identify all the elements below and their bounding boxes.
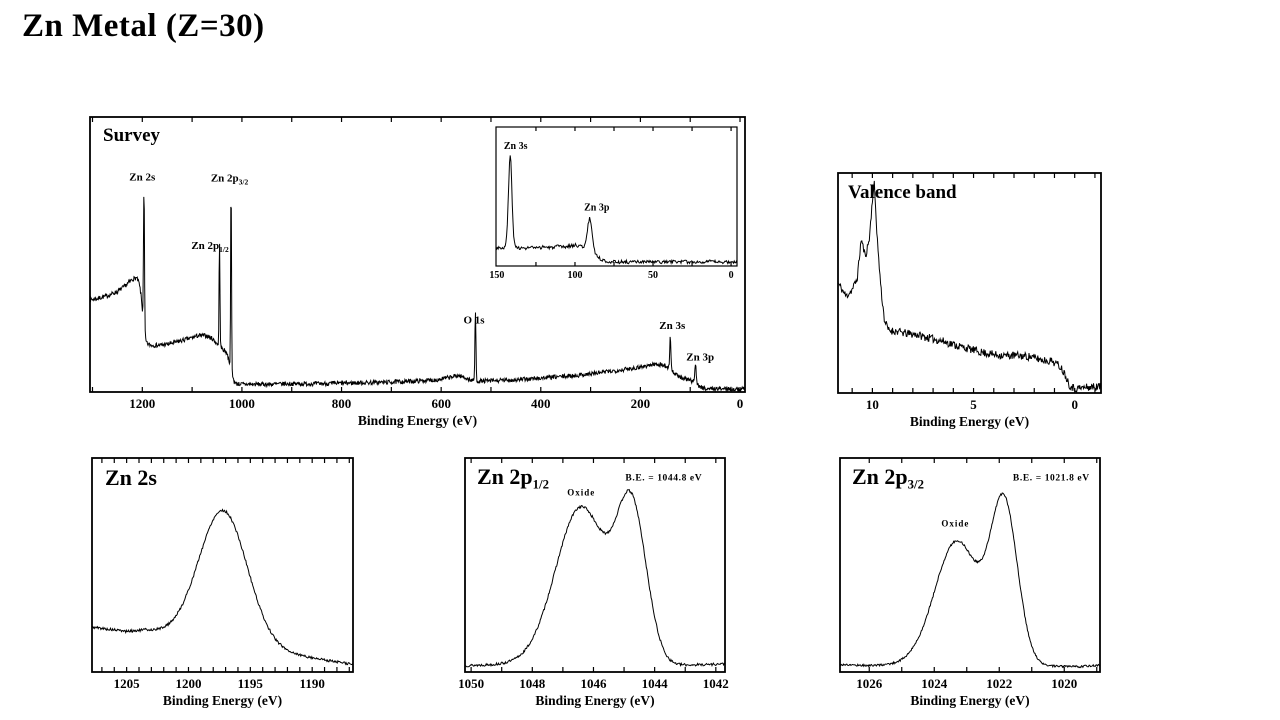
zn2s-spectrum-trace — [91, 508, 354, 666]
panel-title-zn2p32-text: Zn 2p — [852, 464, 908, 489]
zn2p32-plot-canvas: 1026 1024 1022 1020 Binding Energy (eV) Oxide… — [839, 457, 1101, 708]
panel-title-survey: Survey — [103, 126, 160, 148]
tick-label: 1042 — [703, 676, 729, 691]
zn2p12-spectrum-trace — [464, 488, 726, 668]
panel-title-zn2s-text: Zn 2s — [105, 465, 157, 490]
zn2p32-panel: Zn 2p3/2 1026 1024 1022 1020 Binding Energy … — [839, 457, 1101, 708]
panel-title-zn2p32: Zn 2p3/2 — [852, 466, 924, 491]
tick-label: 5 — [970, 397, 977, 412]
tick-label: 1195 — [238, 676, 264, 691]
peak-annotation: Zn 2p1/2 — [191, 240, 229, 254]
panel-title-valence-band: Valence band — [848, 183, 957, 205]
survey_inset-plot-canvas: 150 100 50 0 Zn 3s Zn 3p — [489, 126, 738, 281]
panel-title-zn2p12: Zn 2p1/2 — [477, 466, 549, 491]
tick-label: 400 — [531, 396, 551, 411]
tick-label: 1046 — [581, 676, 608, 691]
peak-annotation: Zn 2p3/2 — [211, 173, 249, 187]
survey-spectrum-trace — [89, 196, 746, 393]
tick-label: 1200 — [176, 676, 202, 691]
tick-label: 150 — [489, 270, 504, 281]
tick-label: 1205 — [114, 676, 141, 691]
survey-x-axis-label: Binding Energy (eV) — [358, 413, 477, 428]
valence-x-axis-label: Binding Energy (eV) — [910, 414, 1029, 429]
tick-label: 600 — [431, 396, 451, 411]
zn2s-panel: Zn 2s 1205 1200 1195 1190 Binding Energy (eV… — [91, 457, 354, 708]
zn2p12-plot-canvas: 1050 1048 1046 1044 1042 Binding Energy (eV) O… — [458, 457, 729, 708]
tick-label: 200 — [631, 396, 651, 411]
peak-annotation: Oxide — [941, 519, 969, 529]
panel-title-zn2p12-text: Zn 2p — [477, 464, 533, 489]
survey-inset-panel: 150 100 50 0 Zn 3s Zn 3p — [489, 126, 738, 281]
tick-label: 0 — [737, 396, 744, 411]
peak-annotation: O 1s — [463, 314, 485, 326]
zn2p12-x-axis-label: Binding Energy (eV) — [535, 693, 654, 708]
peak-annotation: Oxide — [567, 488, 595, 498]
zn2s-plot-canvas: 1205 1200 1195 1190 Binding Energy (eV) — [91, 457, 354, 708]
tick-label: 100 — [568, 270, 583, 281]
tick-label: 1050 — [458, 676, 484, 691]
tick-label: 1022 — [986, 676, 1012, 691]
plot-frame — [837, 172, 1102, 394]
peak-annotation: Zn 3p — [584, 202, 610, 213]
tick-label: 1044 — [642, 676, 669, 691]
tick-label: 1200 — [129, 396, 155, 411]
panel-title-zn2p12-sub: 1/2 — [532, 477, 549, 492]
tick-label: 50 — [648, 270, 658, 281]
tick-label: 0 — [1071, 397, 1078, 412]
panel-title-zn2p32-sub: 3/2 — [907, 477, 924, 492]
survey_inset-spectrum-trace — [495, 155, 738, 266]
page-title: Zn Metal (Z=30) — [22, 8, 265, 44]
plot-frame — [91, 457, 354, 673]
valence-plot-canvas: 10 5 0 Binding Energy (eV) — [837, 172, 1102, 429]
peak-annotation: Zn 3s — [659, 320, 686, 332]
tick-label: 10 — [866, 397, 879, 412]
valence-spectrum-trace — [837, 180, 1102, 394]
tick-label: 1024 — [921, 676, 948, 691]
zn2p32-spectrum-trace — [839, 492, 1101, 669]
tick-label: 0 — [729, 270, 734, 281]
tick-label: 1026 — [856, 676, 883, 691]
tick-label: 1048 — [519, 676, 546, 691]
peak-annotation: B.E. = 1044.8 eV — [625, 474, 702, 484]
panel-title-survey-text: Survey — [103, 125, 160, 146]
tick-label: 1190 — [300, 676, 325, 691]
plot-frame — [464, 457, 726, 673]
peak-annotation: Zn 3s — [504, 141, 528, 152]
tick-label: 800 — [332, 396, 352, 411]
plot-frame — [839, 457, 1101, 673]
survey-panel: Survey 150 100 50 0 Zn 3s Zn 3p 1200 1000 800 60… — [89, 116, 746, 428]
peak-annotation: Zn 2s — [129, 171, 156, 183]
tick-label: 1020 — [1051, 676, 1077, 691]
plot-frame — [495, 126, 738, 267]
panel-title-zn2s: Zn 2s — [105, 467, 157, 492]
zn2p32-x-axis-label: Binding Energy (eV) — [910, 693, 1029, 708]
zn2p12-panel: Zn 2p1/2 1050 1048 1046 1044 1042 Binding Ene… — [458, 457, 729, 708]
peak-annotation: B.E. = 1021.8 eV — [1013, 474, 1090, 484]
zn2s-x-axis-label: Binding Energy (eV) — [163, 693, 282, 708]
peak-annotation: Zn 3p — [686, 351, 714, 363]
panel-title-valence-text: Valence band — [848, 182, 957, 203]
valence-band-panel: Valence band 10 5 0 Binding Energy (eV) — [837, 172, 1102, 429]
tick-label: 1000 — [229, 396, 255, 411]
